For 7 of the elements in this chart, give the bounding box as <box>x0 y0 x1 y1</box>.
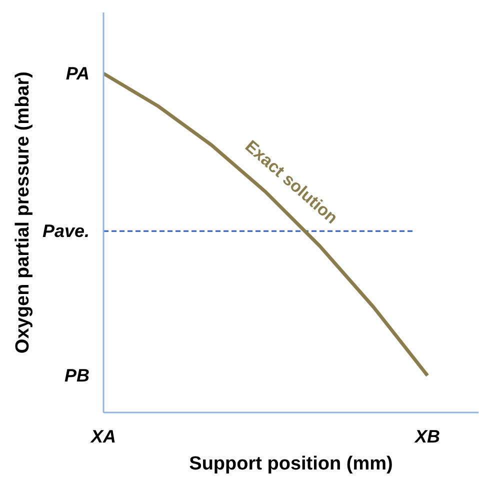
y-axis-title: Oxygen partial pressure (mbar) <box>12 72 34 354</box>
x-tick-label: XB <box>414 426 440 446</box>
x-tick-label: XA <box>90 426 116 446</box>
ref-line-label: Pave. <box>42 221 90 242</box>
x-axis-title: Support position (mm) <box>189 454 393 474</box>
text: PB <box>64 366 90 386</box>
text: PA <box>66 64 90 84</box>
